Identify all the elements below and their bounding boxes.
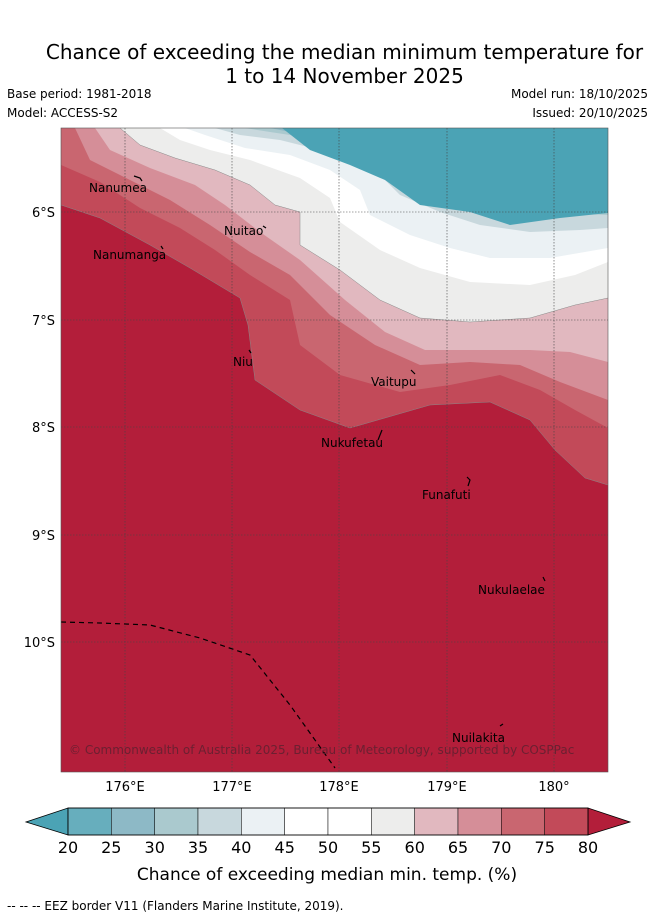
- place-label: Nanumanga: [93, 248, 166, 262]
- place-label: Vaitupu: [371, 375, 417, 389]
- nanumea-outline: [133, 175, 143, 182]
- place-label: Nukulaelae: [478, 583, 545, 597]
- x-tick-label: 177°E: [212, 780, 252, 795]
- colorbar-tick: 35: [188, 838, 208, 857]
- x-axis-ticks: 176°E 177°E 178°E 179°E 180°: [105, 780, 569, 795]
- colorbar-cell: [371, 807, 415, 836]
- y-tick-label: 7°S: [32, 314, 55, 329]
- title-line-2: 1 to 14 November 2025: [225, 64, 464, 88]
- colorbar-cells: [67, 807, 589, 836]
- colorbar-cell: [501, 807, 545, 836]
- colorbar-ticks: 20 25 30 35 40 45 50 55 60 65 70 75 80: [58, 838, 598, 857]
- place-label: Nuilakita: [452, 731, 505, 745]
- colorbar-tick: 30: [145, 838, 165, 857]
- probability-field: [61, 128, 608, 772]
- x-tick-label: 176°E: [105, 780, 145, 795]
- colorbar-tick: 50: [318, 838, 338, 857]
- colorbar-tick: 25: [101, 838, 121, 857]
- colorbar-cell: [457, 807, 502, 836]
- colorbar-cell: [67, 807, 112, 836]
- vaitupu-outline: [410, 369, 416, 375]
- map-frame: [60, 127, 609, 773]
- place-label: Niu: [233, 355, 253, 369]
- copyright-notice: © Commonwealth of Australia 2025, Bureau…: [69, 743, 574, 757]
- niu-outline: [248, 349, 252, 354]
- colorbar-cell: [284, 807, 329, 836]
- nukulaelae-outline: [542, 576, 546, 582]
- y-tick-label: 6°S: [32, 206, 55, 221]
- colorbar-cell: [111, 807, 155, 836]
- colorbar-cell: [544, 807, 589, 836]
- colorbar-low-extension: [24, 807, 69, 836]
- colorbar: 20 25 30 35 40 45 50 55 60 65 70 75 80 C…: [24, 807, 632, 885]
- colorbar-cell: [154, 807, 199, 836]
- colorbar-high-extension: [587, 807, 632, 836]
- colorbar-tick: 75: [535, 838, 555, 857]
- y-axis-ticks: 6°S 7°S 8°S 9°S 10°S: [24, 206, 55, 651]
- band-below-20: [282, 128, 608, 225]
- y-tick-label: 8°S: [32, 421, 55, 436]
- colorbar-tick: 70: [491, 838, 511, 857]
- y-tick-label: 10°S: [24, 636, 55, 651]
- graticule: [61, 128, 608, 772]
- place-label: Nukufetau: [321, 436, 383, 450]
- eez-footnote: -- -- -- EEZ border V11 (Flanders Marine…: [7, 899, 344, 913]
- forecast-map: Nanumea Nanumanga Nuitao Niu Vaitupu Nuk…: [24, 127, 632, 885]
- colorbar-tick: 55: [361, 838, 381, 857]
- nuitao-outline: [262, 225, 267, 229]
- colorbar-tick: 65: [448, 838, 468, 857]
- colorbar-cell: [197, 807, 242, 836]
- place-label: Nuitao: [224, 224, 263, 238]
- model-name: Model: ACCESS-S2: [7, 106, 119, 120]
- colorbar-tick: 80: [578, 838, 598, 857]
- x-tick-label: 180°: [538, 780, 569, 795]
- place-label: Nanumea: [89, 181, 147, 195]
- colorbar-cell: [327, 807, 372, 836]
- colorbar-cell: [414, 807, 459, 836]
- x-tick-label: 179°E: [427, 780, 467, 795]
- contour-lines: [61, 128, 608, 486]
- colorbar-label: Chance of exceeding median min. temp. (%…: [137, 865, 517, 885]
- nukufetau-outline: [377, 429, 383, 441]
- model-run: Model run: 18/10/2025: [510, 87, 648, 101]
- colorbar-tick: 60: [405, 838, 425, 857]
- colorbar-tick: 40: [231, 838, 251, 857]
- colorbar-frame: [67, 807, 589, 836]
- map-title: Chance of exceeding the median minimum t…: [0, 40, 655, 88]
- island-outlines: [133, 175, 546, 727]
- title-line-1: Chance of exceeding the median minimum t…: [45, 40, 644, 64]
- colorbar-cell: [241, 807, 285, 836]
- base-period: Base period: 1981-2018: [7, 87, 152, 101]
- colorbar-tick: 45: [275, 838, 295, 857]
- eez-border: [60, 621, 336, 769]
- issued-date: Issued: 20/10/2025: [532, 106, 648, 120]
- y-tick-label: 9°S: [32, 529, 55, 544]
- nanumanga-outline: [160, 245, 164, 250]
- colorbar-tick: 20: [58, 838, 78, 857]
- x-tick-label: 178°E: [319, 780, 359, 795]
- nuilakita-outline: [499, 723, 504, 727]
- place-labels: Nanumea Nanumanga Nuitao Niu Vaitupu Nuk…: [89, 181, 545, 745]
- place-label: Funafuti: [422, 488, 471, 502]
- funafuti-outline: [466, 476, 471, 487]
